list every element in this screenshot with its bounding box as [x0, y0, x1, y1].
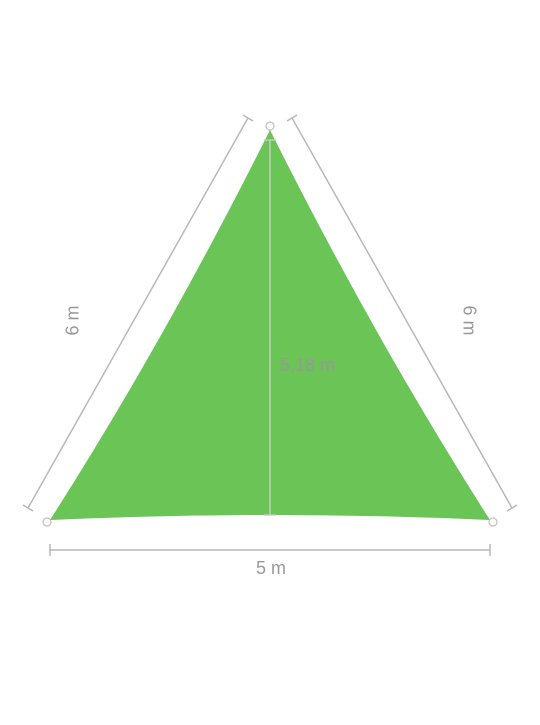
label-height: 5,18 m	[280, 355, 335, 376]
diagram-canvas: 6 m 6 m 5,18 m 5 m	[0, 0, 540, 720]
label-right-side: 6 m	[459, 305, 480, 335]
dimension-line-base	[50, 544, 490, 556]
label-left-side: 6 m	[63, 305, 84, 335]
label-base: 5 m	[256, 558, 286, 579]
